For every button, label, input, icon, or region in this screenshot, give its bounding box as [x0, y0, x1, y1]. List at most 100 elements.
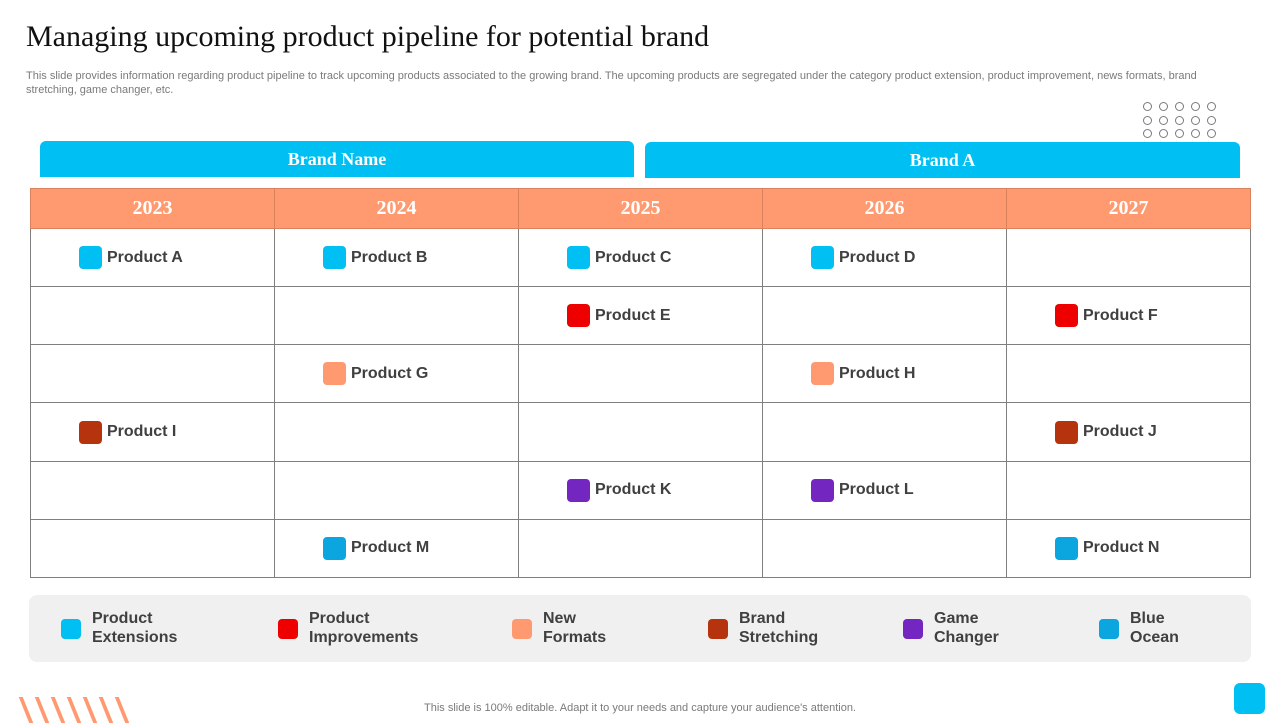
category-color-marker	[79, 246, 102, 270]
legend-color-marker	[903, 619, 923, 639]
legend-label-line: Extensions	[92, 629, 178, 646]
product-item: Product I	[79, 420, 274, 444]
category-color-marker	[323, 246, 346, 270]
legend-label-line: Stretching	[739, 629, 819, 646]
table-cell: Product H	[762, 344, 1007, 404]
legend-label: Brand Stretching	[739, 609, 879, 647]
table-cell: Product E	[518, 286, 763, 346]
table-cell	[762, 402, 1007, 462]
table-cell: Product L	[762, 460, 1007, 520]
legend-color-marker	[278, 619, 298, 639]
decorative-dot	[1159, 115, 1168, 125]
legend-color-marker	[1099, 619, 1119, 639]
table-row: Product M Product N	[30, 518, 1251, 579]
table-cell: Product C	[518, 227, 763, 288]
category-color-marker	[1055, 420, 1078, 444]
page-subtitle: This slide provides information regardin…	[26, 70, 1197, 96]
year-header-2024: 2024	[274, 188, 519, 229]
legend-label-line: Formats	[543, 629, 607, 646]
category-color-marker	[811, 478, 834, 502]
table-row: Product E Product F	[30, 286, 1251, 346]
decorative-dot	[1191, 115, 1200, 125]
table-cell: Product I	[30, 402, 275, 462]
product-item: Product F	[1055, 304, 1250, 328]
table-cell	[274, 286, 519, 346]
product-label: Product C	[595, 248, 672, 266]
legend-label: Product Extensions	[92, 609, 232, 647]
year-header-2025: 2025	[518, 188, 763, 229]
brand-a-label: Brand A	[909, 149, 976, 170]
product-label: Product H	[839, 364, 916, 382]
product-item: Product C	[567, 246, 762, 270]
product-label: Product A	[107, 248, 183, 266]
table-row: Product A Product B Product C Product D	[30, 227, 1251, 288]
legend-item: Product Extensions	[61, 609, 232, 647]
table-row: Product I Product J	[30, 402, 1251, 462]
brand-name-header: Brand Name	[40, 141, 634, 177]
table-cell: Product K	[518, 460, 763, 520]
table-cell: Product F	[1006, 286, 1251, 346]
product-item: Product M	[323, 536, 518, 560]
legend-label-line: Brand	[739, 610, 786, 627]
year-header-2027: 2027	[1006, 188, 1251, 229]
table-cell	[30, 460, 275, 520]
decorative-dot	[1159, 129, 1168, 138]
table-cell: Product N	[1006, 518, 1251, 579]
legend-color-marker	[512, 619, 532, 639]
decorative-dot	[1207, 129, 1216, 138]
footer-note: This slide is 100% editable. Adapt it to…	[424, 702, 856, 714]
product-label: Product B	[351, 248, 428, 266]
table-cell: Product J	[1006, 402, 1251, 462]
table-cell	[30, 286, 275, 346]
legend-label-line: Game	[934, 610, 979, 627]
category-color-marker	[323, 362, 346, 386]
product-item: Product G	[323, 362, 518, 386]
legend-label-line: Blue	[1130, 610, 1165, 627]
table-cell	[274, 460, 519, 520]
page-title: Managing upcoming product pipeline for p…	[26, 20, 710, 53]
category-color-marker	[567, 246, 590, 270]
legend-label: New Formats	[543, 609, 683, 647]
decorative-dot	[1175, 115, 1184, 125]
product-item: Product B	[323, 246, 518, 270]
category-color-marker	[79, 420, 102, 444]
table-cell: Product D	[762, 227, 1007, 288]
decorative-dot	[1143, 115, 1152, 125]
category-color-marker	[811, 246, 834, 270]
decorative-dot	[1143, 102, 1152, 111]
legend-label-line: New	[543, 610, 576, 627]
decorative-dot	[1191, 129, 1200, 138]
table-cell	[30, 344, 275, 404]
year-header-2026: 2026	[762, 188, 1007, 229]
legend-label-line: Improvements	[309, 629, 419, 646]
legend-item: Product Improvements	[278, 609, 449, 647]
decorative-dot	[1191, 102, 1200, 111]
legend-color-marker	[708, 619, 728, 639]
decorative-dot	[1207, 102, 1216, 111]
year-header-2023: 2023	[30, 188, 275, 229]
product-label: Product G	[351, 364, 429, 382]
product-label: Product M	[351, 539, 430, 557]
legend-label: Blue Ocean	[1130, 609, 1270, 647]
legend-label: Product Improvements	[309, 609, 449, 647]
legend-label: Game Changer	[934, 609, 1074, 647]
legend-label-line: Product	[92, 610, 153, 627]
product-item: Product A	[79, 246, 274, 270]
corner-square-button[interactable]	[1234, 683, 1265, 714]
decorative-dot	[1207, 115, 1216, 125]
product-item: Product J	[1055, 420, 1250, 444]
decorative-dot	[1175, 129, 1184, 138]
table-row: Product G Product H	[30, 344, 1251, 404]
table-cell	[274, 402, 519, 462]
table-cell: Product B	[274, 227, 519, 288]
legend: Product Extensions Product Improvements New F…	[29, 595, 1251, 662]
decorative-dot	[1159, 102, 1168, 111]
table-cell	[762, 286, 1007, 346]
product-label: Product N	[1083, 539, 1160, 557]
product-label: Product I	[107, 423, 177, 441]
decorative-dot	[1143, 129, 1152, 138]
table-cell	[518, 518, 763, 579]
legend-item: Blue Ocean	[1099, 609, 1270, 647]
product-label: Product L	[839, 481, 914, 499]
product-item: Product K	[567, 478, 762, 502]
